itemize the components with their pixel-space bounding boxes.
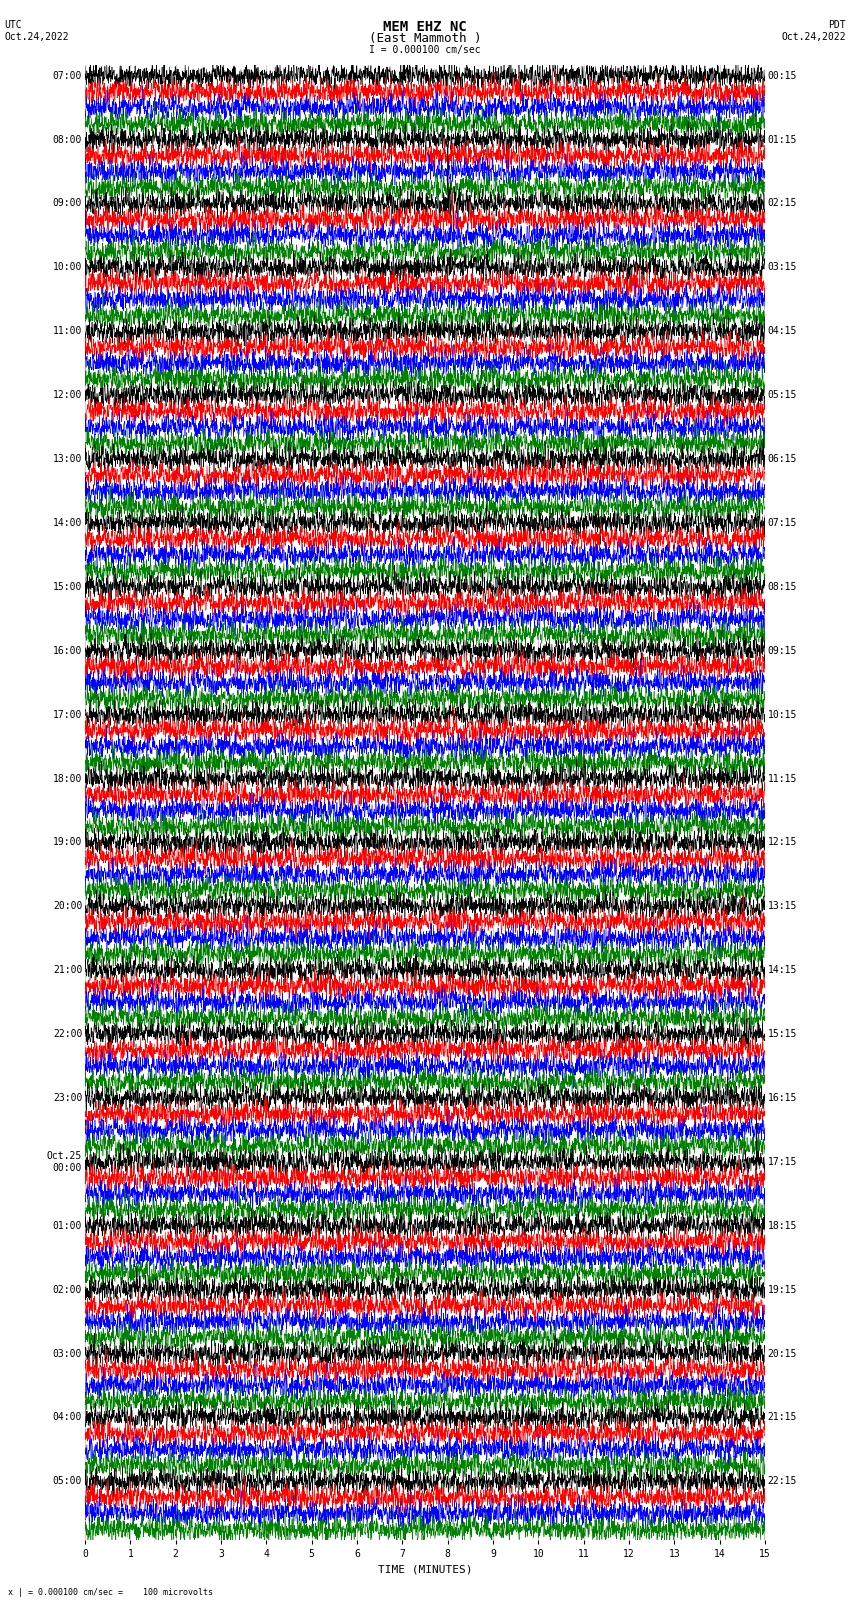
Text: PDT: PDT — [828, 19, 846, 31]
Text: Oct.24,2022: Oct.24,2022 — [4, 32, 69, 42]
X-axis label: TIME (MINUTES): TIME (MINUTES) — [377, 1565, 473, 1574]
Text: Oct.24,2022: Oct.24,2022 — [781, 32, 846, 42]
Text: MEM EHZ NC: MEM EHZ NC — [383, 19, 467, 34]
Text: x | = 0.000100 cm/sec =    100 microvolts: x | = 0.000100 cm/sec = 100 microvolts — [8, 1587, 213, 1597]
Text: (East Mammoth ): (East Mammoth ) — [369, 32, 481, 45]
Text: I = 0.000100 cm/sec: I = 0.000100 cm/sec — [369, 45, 481, 55]
Text: UTC: UTC — [4, 19, 22, 31]
